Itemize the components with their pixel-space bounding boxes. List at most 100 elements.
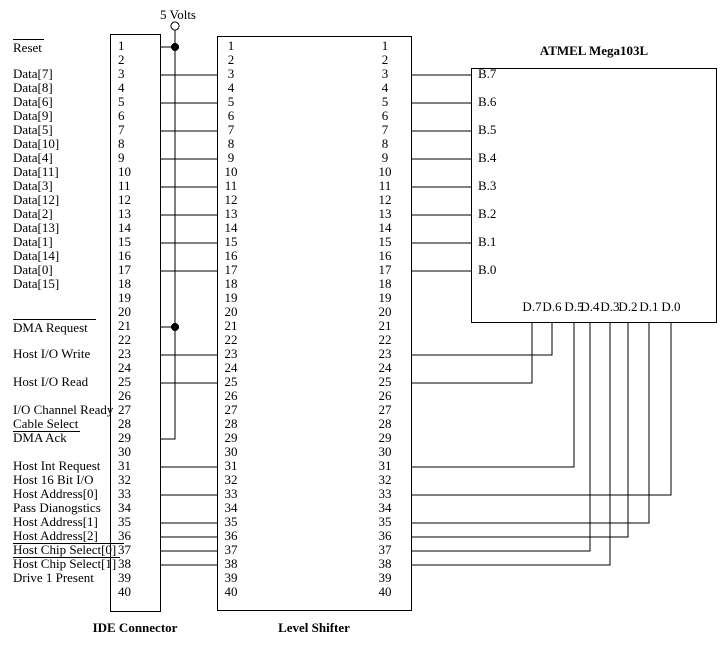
shifter-pin-number-left: 21	[224, 318, 238, 333]
level-shifter-caption: Level Shifter	[278, 620, 350, 635]
shifter-pin-number-right: 22	[378, 332, 392, 347]
signal-label: Data[14]	[13, 249, 59, 263]
shifter-pin-number-right: 8	[381, 136, 389, 151]
shifter-pin-number-right: 7	[381, 122, 389, 137]
signal-label-text: Host Address[1]	[13, 514, 98, 529]
signal-label-text: Host I/O Read	[13, 374, 89, 389]
d-port-label: D.2	[618, 299, 638, 314]
shifter-pin-number-right: 2	[381, 52, 389, 67]
ide-pin-number: 1	[118, 38, 125, 53]
ide-pin-number: 30	[118, 444, 131, 459]
shifter-pin-number-left: 40	[224, 584, 238, 599]
signal-label: Data[9]	[13, 109, 53, 123]
shifter-pin-number-left: 1	[227, 38, 235, 53]
d-port-label: D.1	[639, 299, 659, 314]
shifter-pin-number-left: 25	[224, 374, 238, 389]
ide-pin-number: 18	[118, 276, 131, 291]
shifter-pin-number-left: 26	[224, 388, 238, 403]
b-port-label: B.4	[478, 150, 497, 165]
ide-pin-number: 7	[118, 122, 125, 137]
ide-pin-number: 14	[118, 220, 131, 235]
shifter-pin-number-left: 17	[224, 262, 238, 277]
shifter-pin-number-left: 33	[224, 486, 238, 501]
signal-label-text: Data[1]	[13, 234, 53, 249]
signal-label: Data[2]	[13, 207, 53, 221]
signal-label: I/O Channel Ready	[13, 403, 113, 417]
ide-pin-number: 27	[118, 402, 131, 417]
shifter-pin-number-left: 19	[224, 290, 238, 305]
ide-pin-number: 38	[118, 556, 131, 571]
signal-label-text: Data[15]	[13, 276, 60, 291]
signal-label-text: Data[13]	[13, 220, 60, 235]
ide-pin-number: 12	[118, 192, 131, 207]
shifter-pin-number-right: 39	[378, 570, 392, 585]
signal-label: Data[11]	[13, 165, 59, 179]
shifter-pin-number-left: 34	[224, 500, 238, 515]
shifter-pin-number-left: 3	[227, 66, 235, 81]
ide-pin-number: 20	[118, 304, 131, 319]
signal-label: Data[13]	[13, 221, 59, 235]
shifter-pin-number-left: 37	[224, 542, 238, 557]
level-shifter-box	[217, 36, 412, 611]
shifter-pin-number-left: 16	[224, 248, 238, 263]
ide-pin-number: 28	[118, 416, 131, 431]
b-port-label: B.7	[478, 66, 497, 81]
shifter-pin-number-left: 8	[227, 136, 235, 151]
ide-connector-caption: IDE Connector	[92, 620, 178, 635]
signal-label: Data[4]	[13, 151, 53, 165]
shifter-pin-number-left: 23	[224, 346, 238, 361]
shifter-pin-number-right: 3	[381, 66, 389, 81]
d-port-label: D.4	[580, 299, 600, 314]
ide-pin-number: 2	[118, 52, 125, 67]
signal-label-text: Host 16 Bit I/O	[13, 472, 94, 487]
shifter-pin-number-left: 39	[224, 570, 238, 585]
shifter-pin-number-left: 6	[227, 108, 235, 123]
shifter-pin-number-right: 31	[378, 458, 392, 473]
shifter-pin-number-left: 13	[224, 206, 238, 221]
signal-label-text: Data[6]	[13, 94, 53, 109]
shifter-pin-number-left: 9	[227, 150, 235, 165]
shifter-pin-number-left: 38	[224, 556, 238, 571]
shifter-pin-number-left: 32	[224, 472, 238, 487]
signal-label: Host Address[2]	[13, 529, 124, 544]
ide-pin-number: 17	[118, 262, 131, 277]
shifter-pin-number-left: 29	[224, 430, 238, 445]
ide-pin-number: 15	[118, 234, 131, 249]
shifter-pin-number-right: 32	[378, 472, 392, 487]
signal-label: DMA Request	[13, 319, 96, 335]
shifter-pin-number-right: 13	[378, 206, 392, 221]
signal-label: Data[7]	[13, 67, 53, 81]
shifter-pin-number-left: 10	[224, 164, 238, 179]
signal-label: Data[6]	[13, 95, 53, 109]
signal-label-text: Host Address[2]	[13, 529, 124, 544]
signal-label-text: DMA Ack	[13, 430, 67, 445]
shifter-pin-number-left: 20	[224, 304, 238, 319]
signal-label: Data[8]	[13, 81, 53, 95]
ide-pin-number: 5	[118, 94, 125, 109]
signal-label: Host I/O Read	[13, 375, 88, 389]
ide-pin-number: 32	[118, 472, 131, 487]
shifter-pin-number-right: 17	[378, 262, 392, 277]
shifter-pin-number-right: 5	[381, 94, 389, 109]
ide-pin-number: 34	[118, 500, 131, 515]
shifter-pin-number-right: 14	[378, 220, 392, 235]
signal-label: Host Chip Select[1]	[13, 557, 116, 571]
signal-label-text: Data[0]	[13, 262, 53, 277]
ide-pin-number: 3	[118, 66, 125, 81]
d-port-label: D.7	[522, 299, 542, 314]
ide-pin-number: 24	[118, 360, 131, 375]
signal-label: Data[0]	[13, 263, 53, 277]
d-port-label: D.0	[661, 299, 681, 314]
shifter-pin-number-right: 1	[381, 38, 389, 53]
shifter-pin-number-right: 19	[378, 290, 392, 305]
ide-pin-number: 9	[118, 150, 125, 165]
shifter-pin-number-right: 25	[378, 374, 392, 389]
signal-label-text: Data[4]	[13, 150, 53, 165]
shifter-pin-number-right: 36	[378, 528, 392, 543]
shifter-pin-number-right: 4	[381, 80, 389, 95]
shifter-pin-number-right: 11	[378, 178, 392, 193]
shifter-pin-number-right: 6	[381, 108, 389, 123]
signal-label-text: Pass Dianogstics	[13, 500, 101, 515]
